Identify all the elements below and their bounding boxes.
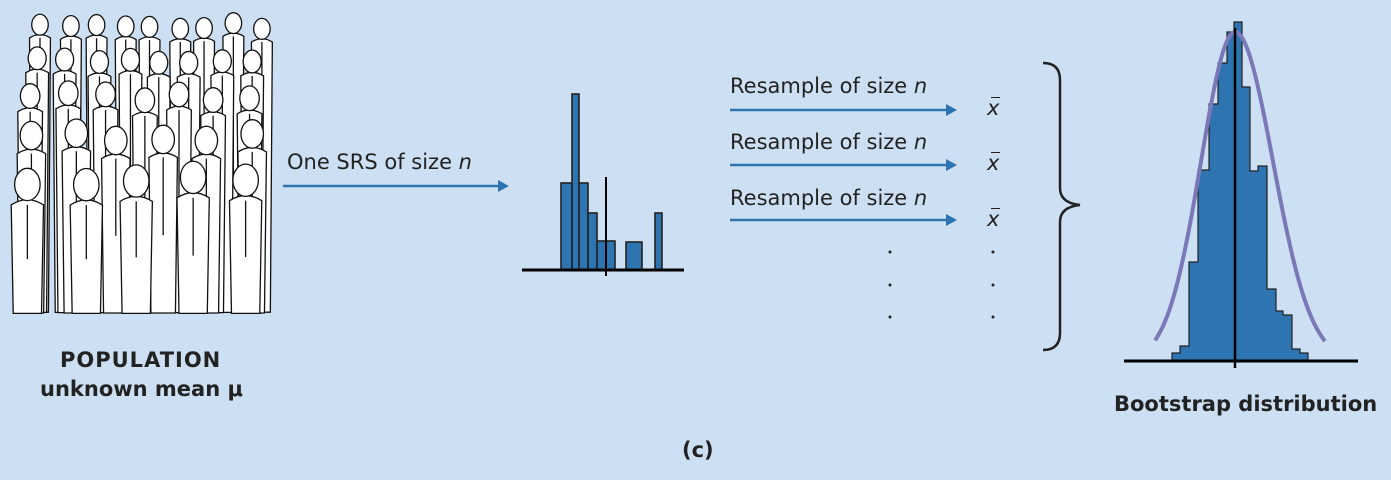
person-figure [148,124,179,314]
figure-caption: (c) [682,438,714,462]
srs-label-text: One SRS of size [287,150,459,174]
histogram-bar [560,182,573,271]
sample-mean-2: x [987,151,1001,175]
curly-brace [1042,61,1081,352]
histogram-bar [587,212,598,271]
person-figure [228,163,263,315]
bootstrap-histogram [1124,21,1358,368]
srs-arrow [283,180,509,192]
person-figure [176,160,210,315]
resample-label-n: n [913,130,928,154]
srs-label: One SRS of size n [287,150,472,175]
histogram-bar [578,182,589,271]
resample-label-n: n [913,74,928,98]
bootstrap-label: Bootstrap distribution [1114,392,1378,416]
histogram-bar [571,93,580,271]
population-mean-label: unknown mean μ [40,377,243,401]
srs-label-n: n [458,150,472,174]
resample-arrow [730,214,957,226]
sample-histogram [522,93,684,276]
resample-arrow [730,159,957,171]
normal-curve [1153,29,1327,343]
person-figure [10,167,45,315]
person-figure [119,164,154,315]
resample-arrows [730,104,957,226]
histogram-bar [654,212,663,271]
sample-mean-3: x [987,207,1001,231]
resample-label-text: Resample of size [730,74,914,98]
resample-label-text: Resample of size [730,186,914,210]
resample-label-text: Resample of size [730,130,914,154]
crowd-of-people-illustration [10,12,273,315]
histogram-bar [625,241,643,271]
resample-label-2: Resample of size n [730,130,927,155]
population-label: POPULATION [60,348,222,372]
resample-label-1: Resample of size n [730,74,927,99]
resample-arrow [730,104,957,116]
resample-label-n: n [913,186,928,210]
histogram-bars [1171,21,1309,362]
ellipsis-dots [888,250,995,319]
sample-mean-1: x [987,96,1001,120]
person-figure [69,167,104,315]
resample-label-3: Resample of size n [730,186,927,211]
